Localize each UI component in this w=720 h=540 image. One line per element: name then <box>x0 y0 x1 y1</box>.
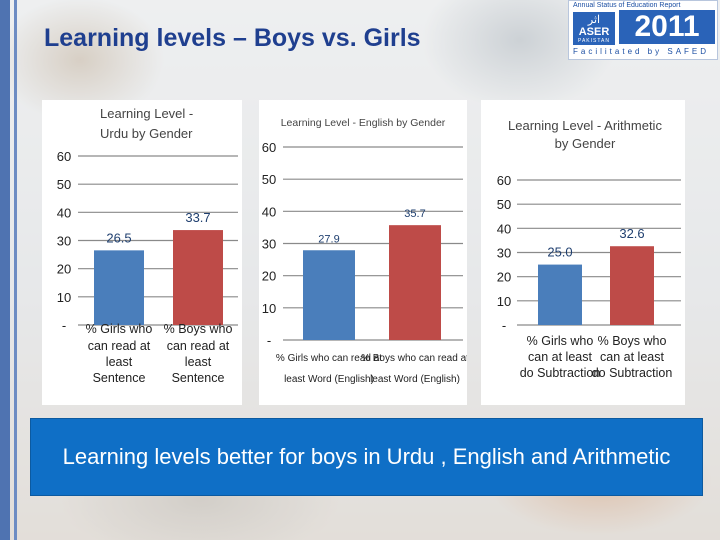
category-label-line: Sentence <box>93 371 146 385</box>
y-tick-label: 60 <box>497 173 511 188</box>
category-label-line: % Boys who can read at <box>361 353 467 364</box>
y-tick-label: - <box>267 333 271 348</box>
bar-boys <box>610 246 654 325</box>
chart-svg: Learning Level - English by Gender - 10 20 3… <box>259 100 467 405</box>
category-label-line: least Word (English) <box>370 374 460 385</box>
category-label-line: do Subtraction <box>520 366 601 380</box>
y-tick-label: 10 <box>57 290 71 305</box>
category-label-line: least Word (English) <box>284 374 374 385</box>
slide-title: Learning levels – Boys vs. Girls <box>44 24 421 52</box>
logo-facilitated-text: Facilitated by SAFED <box>573 47 710 56</box>
bar-girls <box>303 250 355 340</box>
chart-title-line: Learning Level - <box>100 106 193 121</box>
bar-girls <box>94 250 144 325</box>
y-tick-label: 50 <box>57 177 71 192</box>
y-tick-label: 60 <box>57 149 71 164</box>
category-label-line: Sentence <box>172 371 225 385</box>
bar-value-label: 35.7 <box>404 208 425 220</box>
summary-caption-text: Learning levels better for boys in Urdu … <box>62 444 671 469</box>
category-label-line: % Boys who <box>164 322 233 336</box>
bar-boys <box>173 230 223 325</box>
logo-urdu-text: اثر <box>587 14 601 26</box>
bar-value-label: 26.5 <box>106 230 131 245</box>
category-label-line: % Girls who <box>86 322 153 336</box>
category-label-line: can read at <box>167 339 230 353</box>
category-label-line: do Subtraction <box>592 366 673 380</box>
y-tick-label: 20 <box>57 262 71 277</box>
y-tick-label: - <box>502 318 506 333</box>
bar-value-label: 32.6 <box>619 226 644 241</box>
summary-caption: Learning levels better for boys in Urdu … <box>30 418 703 496</box>
y-tick-label: 20 <box>262 269 276 284</box>
y-tick-label: 10 <box>497 294 511 309</box>
y-tick-label: 50 <box>497 197 511 212</box>
y-tick-label: 40 <box>57 205 71 220</box>
logo-report-text: Annual Status of Education Report <box>573 2 681 9</box>
category-label-line: can read at <box>88 339 151 353</box>
bar-value-label: 27.9 <box>318 233 339 245</box>
chart-title-line: Learning Level - Arithmetic <box>508 118 662 133</box>
chart-svg: Learning Level - Urdu by Gender - 10 20 30 40 5… <box>42 100 242 405</box>
chart-english: Learning Level - English by Gender - 10 20 3… <box>259 100 467 405</box>
bar-boys <box>389 225 441 340</box>
category-label-line: % Girls who <box>527 334 594 348</box>
left-accent-line <box>14 0 17 540</box>
logo-year: 2011 <box>619 10 715 44</box>
y-tick-label: 30 <box>497 246 511 261</box>
y-tick-label: 10 <box>262 301 276 316</box>
chart-urdu: Learning Level - Urdu by Gender - 10 20 30 40 5… <box>42 100 242 405</box>
category-label-line: % Boys who <box>598 334 667 348</box>
y-tick-label: 40 <box>497 221 511 236</box>
aser-logo: Annual Status of Education Report اثر AS… <box>568 0 718 60</box>
category-label-line: can at least <box>600 350 664 364</box>
y-tick-label: 30 <box>262 237 276 252</box>
category-label-line: least <box>106 355 133 369</box>
y-tick-label: 20 <box>497 270 511 285</box>
y-tick-label: 60 <box>262 140 276 155</box>
logo-aser-box: اثر ASER PAKISTAN <box>573 12 615 45</box>
category-label-line: % Girls who can read at <box>276 353 382 364</box>
y-tick-label: 50 <box>262 172 276 187</box>
chart-svg: Learning Level - Arithmetic by Gender - 10 2… <box>481 100 685 405</box>
chart-title-line: Urdu by Gender <box>100 126 193 141</box>
chart-title-line: by Gender <box>555 136 616 151</box>
bar-girls <box>538 264 582 325</box>
category-label-line: least <box>185 355 212 369</box>
chart-arithmetic: Learning Level - Arithmetic by Gender - 10 2… <box>481 100 685 405</box>
logo-pakistan-text: PAKISTAN <box>578 38 610 44</box>
y-tick-label: 40 <box>262 204 276 219</box>
logo-aser-text: ASER <box>578 26 610 38</box>
chart-title-line: Learning Level - English by Gender <box>281 117 446 129</box>
left-accent-bar <box>0 0 10 540</box>
bar-value-label: 33.7 <box>185 210 210 225</box>
y-tick-label: 30 <box>57 234 71 249</box>
bar-value-label: 25.0 <box>547 245 572 260</box>
y-tick-label: - <box>62 318 66 333</box>
category-label-line: can at least <box>528 350 592 364</box>
